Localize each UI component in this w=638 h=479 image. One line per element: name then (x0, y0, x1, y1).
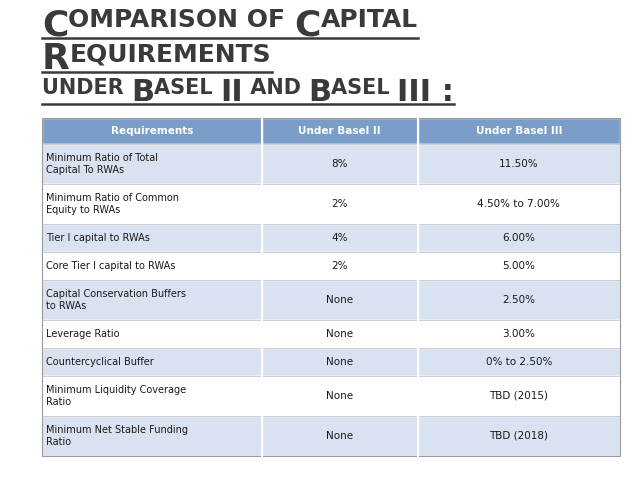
Text: None: None (326, 357, 353, 367)
Text: Minimum Liquidity Coverage
Ratio: Minimum Liquidity Coverage Ratio (46, 385, 186, 407)
Bar (42, 348, 262, 376)
Text: C: C (42, 8, 68, 42)
Bar (262, 118, 418, 144)
Text: ASEL: ASEL (331, 78, 397, 98)
Bar (42, 144, 262, 184)
Bar (262, 280, 418, 320)
Text: ASEL: ASEL (154, 78, 220, 98)
Text: 5.00%: 5.00% (502, 261, 535, 271)
Bar (418, 320, 620, 348)
Bar (42, 280, 262, 320)
Text: 4%: 4% (331, 233, 348, 243)
Bar (418, 184, 620, 224)
Bar (418, 118, 620, 144)
Text: None: None (326, 295, 353, 305)
Bar (262, 144, 418, 184)
Bar (418, 348, 620, 376)
Text: Under Basel II: Under Basel II (299, 126, 381, 136)
Text: B: B (308, 78, 331, 107)
Text: Leverage Ratio: Leverage Ratio (46, 329, 119, 339)
Text: C: C (294, 8, 320, 42)
Text: 0% to 2.50%: 0% to 2.50% (486, 357, 552, 367)
Text: B: B (131, 78, 154, 107)
Bar (418, 224, 620, 252)
Text: 6.00%: 6.00% (502, 233, 535, 243)
Bar (418, 280, 620, 320)
Text: 2.50%: 2.50% (502, 295, 535, 305)
Text: AND: AND (242, 78, 308, 98)
Text: Capital Conservation Buffers
to RWAs: Capital Conservation Buffers to RWAs (46, 289, 186, 311)
Text: 3.00%: 3.00% (502, 329, 535, 339)
Bar (262, 348, 418, 376)
Bar (42, 118, 620, 456)
Text: Tier I capital to RWAs: Tier I capital to RWAs (46, 233, 150, 243)
Text: None: None (326, 329, 353, 339)
Text: Countercyclical Buffer: Countercyclical Buffer (46, 357, 154, 367)
Text: 2%: 2% (331, 261, 348, 271)
Bar (42, 376, 262, 416)
Bar (262, 320, 418, 348)
Text: III :: III : (397, 78, 454, 107)
Text: Requirements: Requirements (110, 126, 193, 136)
Text: 8%: 8% (331, 159, 348, 169)
Bar (42, 184, 262, 224)
Text: Minimum Ratio of Total
Capital To RWAs: Minimum Ratio of Total Capital To RWAs (46, 153, 158, 175)
Bar (262, 376, 418, 416)
Text: EQUIREMENTS: EQUIREMENTS (70, 42, 272, 66)
Bar (418, 376, 620, 416)
Bar (42, 224, 262, 252)
Text: Minimum Net Stable Funding
Ratio: Minimum Net Stable Funding Ratio (46, 425, 188, 447)
Text: Core Tier I capital to RWAs: Core Tier I capital to RWAs (46, 261, 175, 271)
Text: 2%: 2% (331, 199, 348, 209)
Bar (42, 252, 262, 280)
Text: Minimum Ratio of Common
Equity to RWAs: Minimum Ratio of Common Equity to RWAs (46, 193, 179, 215)
Text: Under Basel III: Under Basel III (475, 126, 562, 136)
Text: APITAL: APITAL (320, 8, 418, 32)
Text: 4.50% to 7.00%: 4.50% to 7.00% (477, 199, 560, 209)
Bar (42, 320, 262, 348)
Text: TBD (2018): TBD (2018) (489, 431, 548, 441)
Text: TBD (2015): TBD (2015) (489, 391, 548, 401)
Text: II: II (220, 78, 242, 107)
Bar (418, 252, 620, 280)
Text: 11.50%: 11.50% (499, 159, 538, 169)
Bar (262, 416, 418, 456)
Bar (262, 224, 418, 252)
Bar (42, 118, 262, 144)
Text: None: None (326, 431, 353, 441)
Bar (418, 416, 620, 456)
Text: OMPARISON OF: OMPARISON OF (68, 8, 294, 32)
Text: UNDER: UNDER (42, 78, 131, 98)
Bar (418, 144, 620, 184)
Text: R: R (42, 42, 70, 76)
Bar (42, 416, 262, 456)
Text: None: None (326, 391, 353, 401)
Bar (262, 252, 418, 280)
Bar (262, 184, 418, 224)
